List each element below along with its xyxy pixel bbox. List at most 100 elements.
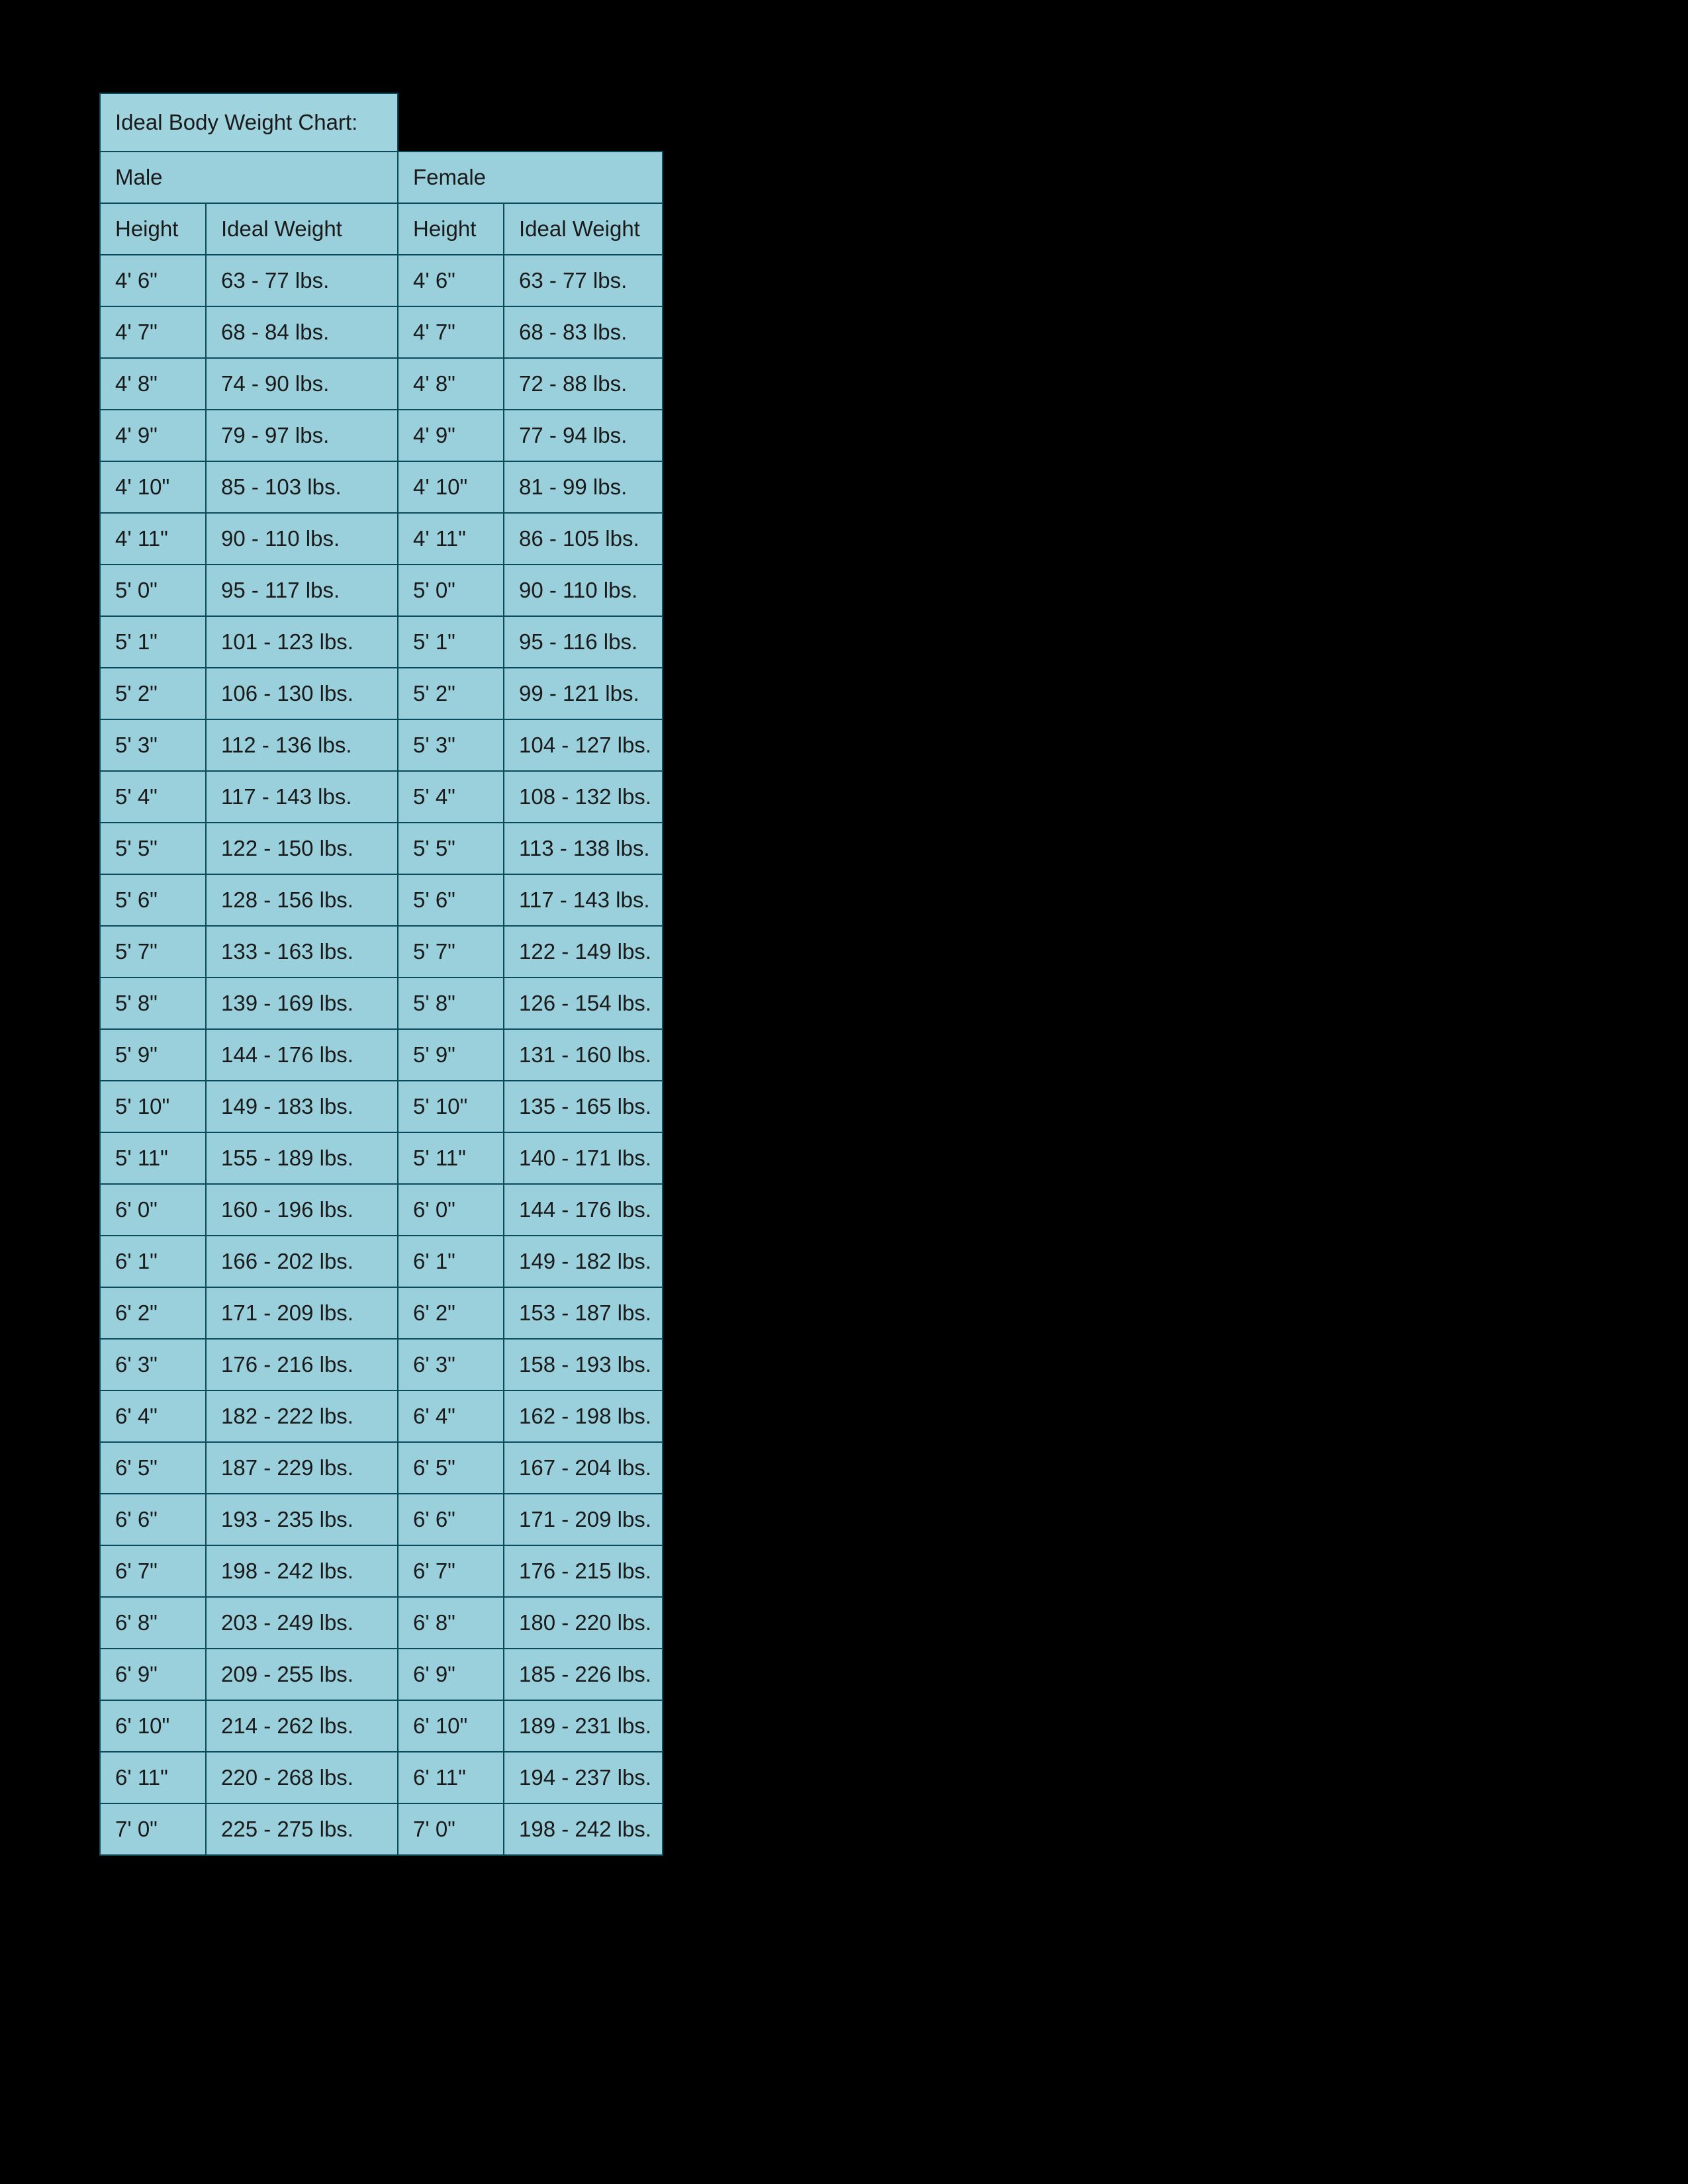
female-weight-cell: 126 - 154 lbs. (504, 978, 663, 1029)
male-weight-cell: 79 - 97 lbs. (206, 410, 398, 461)
female-height-cell: 6' 3" (398, 1339, 504, 1390)
gender-row: Male Female (100, 152, 663, 203)
male-weight-cell: 220 - 268 lbs. (206, 1752, 398, 1803)
male-height-cell: 4' 6" (100, 255, 206, 306)
table-row: 6' 9"209 - 255 lbs.6' 9"185 - 226 lbs. (100, 1649, 663, 1700)
table-row: 6' 3"176 - 216 lbs.6' 3"158 - 193 lbs. (100, 1339, 663, 1390)
male-weight-cell: 160 - 196 lbs. (206, 1184, 398, 1236)
table-row: 6' 8"203 - 249 lbs.6' 8"180 - 220 lbs. (100, 1597, 663, 1649)
female-weight-cell: 144 - 176 lbs. (504, 1184, 663, 1236)
female-weight-cell: 68 - 83 lbs. (504, 306, 663, 358)
male-height-cell: 6' 10" (100, 1700, 206, 1752)
table-row: 4' 7"68 - 84 lbs.4' 7"68 - 83 lbs. (100, 306, 663, 358)
male-height-cell: 5' 9" (100, 1029, 206, 1081)
female-weight-cell: 86 - 105 lbs. (504, 513, 663, 565)
table-row: 5' 0"95 - 117 lbs.5' 0"90 - 110 lbs. (100, 565, 663, 616)
female-height-cell: 5' 11" (398, 1132, 504, 1184)
female-weight-cell: 108 - 132 lbs. (504, 771, 663, 823)
female-height-cell: 4' 7" (398, 306, 504, 358)
male-height-cell: 5' 2" (100, 668, 206, 719)
table-row: 5' 11"155 - 189 lbs.5' 11"140 - 171 lbs. (100, 1132, 663, 1184)
male-weight-cell: 133 - 163 lbs. (206, 926, 398, 978)
male-weight-cell: 128 - 156 lbs. (206, 874, 398, 926)
female-weight-cell: 117 - 143 lbs. (504, 874, 663, 926)
male-weight-cell: 214 - 262 lbs. (206, 1700, 398, 1752)
table-row: 4' 8"74 - 90 lbs.4' 8"72 - 88 lbs. (100, 358, 663, 410)
female-weight-cell: 81 - 99 lbs. (504, 461, 663, 513)
female-height-cell: 6' 11" (398, 1752, 504, 1803)
table-row: 6' 11"220 - 268 lbs.6' 11"194 - 237 lbs. (100, 1752, 663, 1803)
male-height-cell: 6' 7" (100, 1545, 206, 1597)
male-weight-cell: 209 - 255 lbs. (206, 1649, 398, 1700)
female-height-cell: 5' 7" (398, 926, 504, 978)
male-height-cell: 5' 8" (100, 978, 206, 1029)
male-height-cell: 6' 9" (100, 1649, 206, 1700)
table-row: 6' 10"214 - 262 lbs.6' 10"189 - 231 lbs. (100, 1700, 663, 1752)
female-height-cell: 6' 10" (398, 1700, 504, 1752)
female-weight-cell: 63 - 77 lbs. (504, 255, 663, 306)
male-height-cell: 5' 4" (100, 771, 206, 823)
male-header: Male (100, 152, 398, 203)
female-weight-cell: 176 - 215 lbs. (504, 1545, 663, 1597)
female-weight-cell: 135 - 165 lbs. (504, 1081, 663, 1132)
male-height-cell: 5' 6" (100, 874, 206, 926)
table-row: 5' 5"122 - 150 lbs.5' 5"113 - 138 lbs. (100, 823, 663, 874)
female-height-cell: 4' 10" (398, 461, 504, 513)
table-row: 5' 10"149 - 183 lbs.5' 10"135 - 165 lbs. (100, 1081, 663, 1132)
female-weight-header: Ideal Weight (504, 203, 663, 255)
female-weight-cell: 180 - 220 lbs. (504, 1597, 663, 1649)
male-weight-cell: 225 - 275 lbs. (206, 1803, 398, 1855)
table-row: 5' 9"144 - 176 lbs.5' 9"131 - 160 lbs. (100, 1029, 663, 1081)
male-height-cell: 5' 10" (100, 1081, 206, 1132)
female-height-cell: 6' 4" (398, 1390, 504, 1442)
table-row: 5' 1"101 - 123 lbs.5' 1"95 - 116 lbs. (100, 616, 663, 668)
male-weight-cell: 63 - 77 lbs. (206, 255, 398, 306)
table-row: 6' 2"171 - 209 lbs.6' 2"153 - 187 lbs. (100, 1287, 663, 1339)
female-height-cell: 5' 3" (398, 719, 504, 771)
female-weight-cell: 194 - 237 lbs. (504, 1752, 663, 1803)
female-weight-cell: 77 - 94 lbs. (504, 410, 663, 461)
female-height-cell: 6' 7" (398, 1545, 504, 1597)
male-weight-cell: 187 - 229 lbs. (206, 1442, 398, 1494)
female-height-cell: 5' 8" (398, 978, 504, 1029)
male-weight-cell: 149 - 183 lbs. (206, 1081, 398, 1132)
female-weight-cell: 104 - 127 lbs. (504, 719, 663, 771)
male-weight-cell: 90 - 110 lbs. (206, 513, 398, 565)
female-weight-cell: 167 - 204 lbs. (504, 1442, 663, 1494)
ideal-body-weight-table: Ideal Body Weight Chart: Male Female Hei… (99, 93, 663, 1856)
table-row: 4' 9"79 - 97 lbs.4' 9"77 - 94 lbs. (100, 410, 663, 461)
male-height-cell: 6' 6" (100, 1494, 206, 1545)
male-height-cell: 6' 0" (100, 1184, 206, 1236)
female-height-cell: 6' 5" (398, 1442, 504, 1494)
table-row: 5' 6"128 - 156 lbs.5' 6"117 - 143 lbs. (100, 874, 663, 926)
female-weight-cell: 153 - 187 lbs. (504, 1287, 663, 1339)
male-weight-cell: 144 - 176 lbs. (206, 1029, 398, 1081)
title-row: Ideal Body Weight Chart: (100, 93, 663, 152)
male-height-header: Height (100, 203, 206, 255)
female-height-cell: 5' 4" (398, 771, 504, 823)
male-height-cell: 6' 5" (100, 1442, 206, 1494)
male-height-cell: 7' 0" (100, 1803, 206, 1855)
female-weight-cell: 72 - 88 lbs. (504, 358, 663, 410)
table-row: 6' 0"160 - 196 lbs.6' 0"144 - 176 lbs. (100, 1184, 663, 1236)
column-header-row: Height Ideal Weight Height Ideal Weight (100, 203, 663, 255)
female-height-cell: 4' 11" (398, 513, 504, 565)
table-row: 5' 4"117 - 143 lbs.5' 4"108 - 132 lbs. (100, 771, 663, 823)
female-height-cell: 7' 0" (398, 1803, 504, 1855)
male-weight-cell: 182 - 222 lbs. (206, 1390, 398, 1442)
female-weight-cell: 158 - 193 lbs. (504, 1339, 663, 1390)
table-row: 6' 5"187 - 229 lbs.6' 5"167 - 204 lbs. (100, 1442, 663, 1494)
table-row: 5' 8"139 - 169 lbs.5' 8"126 - 154 lbs. (100, 978, 663, 1029)
table-row: 5' 3"112 - 136 lbs.5' 3"104 - 127 lbs. (100, 719, 663, 771)
female-height-cell: 5' 2" (398, 668, 504, 719)
female-weight-cell: 90 - 110 lbs. (504, 565, 663, 616)
female-height-header: Height (398, 203, 504, 255)
male-height-cell: 4' 10" (100, 461, 206, 513)
male-weight-cell: 106 - 130 lbs. (206, 668, 398, 719)
male-weight-cell: 198 - 242 lbs. (206, 1545, 398, 1597)
table-row: 6' 7"198 - 242 lbs.6' 7"176 - 215 lbs. (100, 1545, 663, 1597)
female-weight-cell: 185 - 226 lbs. (504, 1649, 663, 1700)
female-weight-cell: 131 - 160 lbs. (504, 1029, 663, 1081)
female-weight-cell: 113 - 138 lbs. (504, 823, 663, 874)
table-title: Ideal Body Weight Chart: (100, 93, 398, 152)
